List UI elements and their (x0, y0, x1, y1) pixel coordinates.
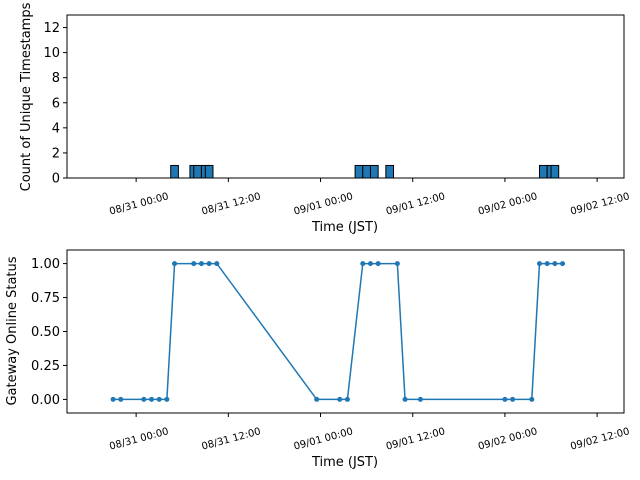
data-point (110, 396, 116, 402)
data-point (560, 261, 566, 267)
data-point (367, 261, 373, 267)
x-tick-label: 08/31 00:00 (108, 426, 170, 452)
data-point (314, 396, 320, 402)
y-tick-label: 0.25 (31, 359, 60, 374)
bar (170, 164, 179, 179)
y-tick-label: 8 (52, 71, 60, 86)
data-point (206, 261, 212, 267)
bottom-y-ticks: 0.00 0.25 0.50 0.75 1.00 (31, 257, 67, 408)
data-point (344, 396, 350, 402)
bar (369, 164, 379, 179)
bottom-axes-frame (66, 249, 625, 414)
bar (385, 164, 395, 179)
bottom-x-axis-label: Time (JST) (311, 455, 378, 470)
y-tick-label: 12 (43, 21, 60, 36)
y-tick-label: 0 (52, 172, 60, 187)
x-tick-label: 09/01 00:00 (293, 191, 355, 217)
data-point (164, 396, 170, 402)
x-tick-label: 09/02 00:00 (477, 426, 539, 452)
data-point (156, 396, 162, 402)
status-line-group (110, 261, 566, 402)
data-point (536, 261, 542, 267)
bar (193, 164, 202, 179)
data-point (198, 261, 204, 267)
data-point (360, 261, 366, 267)
top-subplot: 0 2 4 6 8 10 12 08/31 00:00 08/31 12:00 09/01 00… (19, 2, 631, 235)
data-point (417, 396, 423, 402)
data-point (402, 396, 408, 402)
top-axes-frame (66, 14, 625, 179)
x-tick-label: 09/01 12:00 (385, 191, 447, 217)
data-point (191, 261, 197, 267)
x-tick-label: 09/01 00:00 (293, 426, 355, 452)
bar (204, 164, 214, 179)
data-point (337, 396, 343, 402)
y-tick-label: 1.00 (31, 257, 60, 272)
bars-group (170, 164, 560, 179)
x-tick-label: 09/02 12:00 (569, 426, 631, 452)
bottom-subplot: 0.00 0.25 0.50 0.75 1.00 08/31 00:00 08/31 12… (5, 249, 631, 470)
x-tick-label: 09/02 12:00 (569, 191, 631, 217)
y-tick-label: 10 (43, 46, 60, 61)
x-tick-label: 09/01 12:00 (385, 426, 447, 452)
data-point (502, 396, 508, 402)
bottom-x-ticks: 08/31 00:00 08/31 12:00 09/01 00:00 09/01 1… (108, 413, 631, 453)
data-point (544, 261, 550, 267)
x-tick-label: 08/31 12:00 (201, 191, 263, 217)
y-tick-label: 4 (52, 121, 60, 136)
data-point (172, 261, 178, 267)
bottom-y-axis-label: Gateway Online Status (5, 256, 20, 405)
y-tick-label: 0.00 (31, 393, 60, 408)
bar (550, 164, 560, 179)
x-tick-label: 08/31 00:00 (108, 191, 170, 217)
y-tick-label: 0.50 (31, 325, 60, 340)
data-point (375, 261, 381, 267)
data-point (118, 396, 124, 402)
top-y-ticks: 0 2 4 6 8 10 12 (43, 21, 67, 187)
data-point (214, 261, 220, 267)
data-point (149, 396, 155, 402)
bar (362, 164, 371, 179)
x-tick-label: 08/31 12:00 (201, 426, 263, 452)
bar (354, 164, 364, 179)
data-point (529, 396, 535, 402)
bar (538, 164, 548, 179)
data-point (394, 261, 400, 267)
status-line (113, 262, 563, 401)
top-x-axis-label: Time (JST) (311, 220, 378, 235)
y-tick-label: 6 (52, 96, 60, 111)
data-point (552, 261, 558, 267)
y-tick-label: 0.75 (31, 291, 60, 306)
top-y-axis-label: Count of Unique Timestamps (19, 2, 34, 191)
y-tick-label: 2 (52, 146, 60, 161)
x-tick-label: 09/02 00:00 (477, 191, 539, 217)
data-point (510, 396, 516, 402)
data-point (141, 396, 147, 402)
top-x-ticks: 08/31 00:00 08/31 12:00 09/01 00:00 09/01 1… (108, 178, 631, 218)
